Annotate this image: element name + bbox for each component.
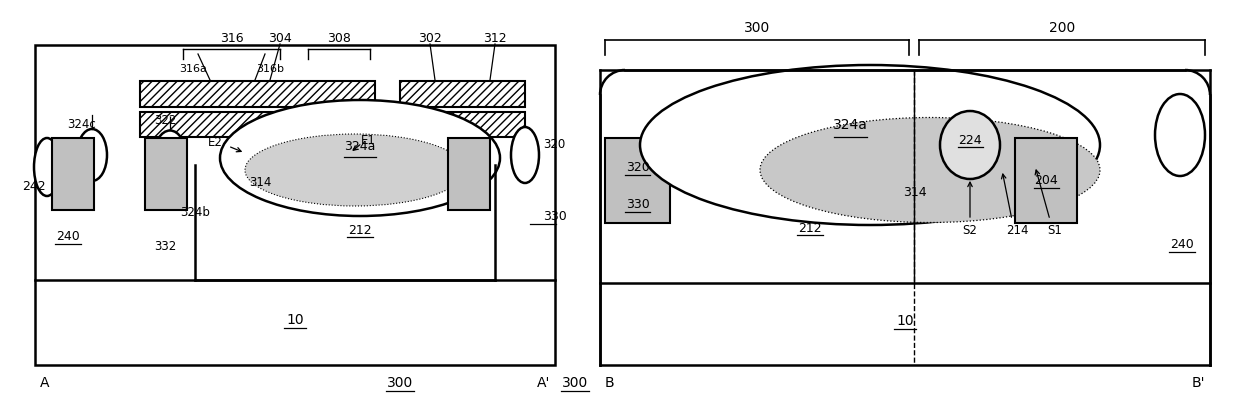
Bar <box>35 45 556 365</box>
Text: 316b: 316b <box>255 64 284 74</box>
Text: E2: E2 <box>207 137 222 150</box>
Ellipse shape <box>219 100 500 216</box>
Text: 314: 314 <box>249 175 272 189</box>
Text: 316: 316 <box>219 33 243 46</box>
Ellipse shape <box>511 127 539 183</box>
Text: 300: 300 <box>562 376 588 390</box>
Bar <box>229 151 310 173</box>
Text: 204: 204 <box>1034 174 1058 187</box>
Ellipse shape <box>640 65 1100 225</box>
Text: 242: 242 <box>22 181 46 193</box>
Text: 330: 330 <box>543 210 567 224</box>
Text: S1: S1 <box>1048 224 1063 237</box>
Text: 10: 10 <box>286 313 304 327</box>
Text: 10: 10 <box>897 314 914 328</box>
Text: 324b: 324b <box>180 206 210 220</box>
Bar <box>401 81 525 107</box>
Ellipse shape <box>77 129 107 181</box>
Text: 240: 240 <box>1171 239 1194 252</box>
Text: 304: 304 <box>268 33 291 46</box>
Text: 320: 320 <box>543 139 565 152</box>
Text: 314: 314 <box>903 187 926 200</box>
Text: S2: S2 <box>962 224 977 237</box>
Text: 312: 312 <box>484 33 507 46</box>
Ellipse shape <box>154 131 186 185</box>
Text: 330: 330 <box>626 198 650 211</box>
Text: 322: 322 <box>154 114 176 127</box>
Bar <box>145 138 187 210</box>
Text: B': B' <box>1192 376 1205 390</box>
Ellipse shape <box>940 111 999 179</box>
Bar <box>605 138 670 223</box>
Text: 214: 214 <box>1006 224 1028 237</box>
Text: 300: 300 <box>744 21 770 35</box>
Bar <box>52 138 94 210</box>
Text: 302: 302 <box>418 33 441 46</box>
Text: 324c: 324c <box>68 118 97 131</box>
Text: A': A' <box>537 376 551 390</box>
Text: A: A <box>40 376 50 390</box>
Text: 332: 332 <box>154 241 176 254</box>
Ellipse shape <box>246 134 465 206</box>
Text: E1: E1 <box>361 133 376 146</box>
Text: 200: 200 <box>1049 21 1075 35</box>
Text: 324a: 324a <box>832 118 868 132</box>
Bar <box>340 151 396 173</box>
Text: 240: 240 <box>56 231 79 243</box>
Text: 316a: 316a <box>179 64 207 74</box>
Bar <box>140 112 374 137</box>
Text: 300: 300 <box>387 376 413 390</box>
Bar <box>308 156 342 168</box>
Text: 212: 212 <box>799 222 822 235</box>
Text: B: B <box>605 376 615 390</box>
Bar <box>448 138 490 210</box>
Text: 212: 212 <box>348 224 372 237</box>
Bar <box>401 112 525 137</box>
Bar <box>140 81 374 107</box>
Ellipse shape <box>760 118 1100 222</box>
Text: 224: 224 <box>959 133 982 146</box>
Text: 308: 308 <box>327 33 351 46</box>
Text: 324a: 324a <box>345 141 376 154</box>
Text: 320: 320 <box>626 161 650 174</box>
Bar <box>1016 138 1078 223</box>
Ellipse shape <box>33 138 60 196</box>
Ellipse shape <box>1154 94 1205 176</box>
